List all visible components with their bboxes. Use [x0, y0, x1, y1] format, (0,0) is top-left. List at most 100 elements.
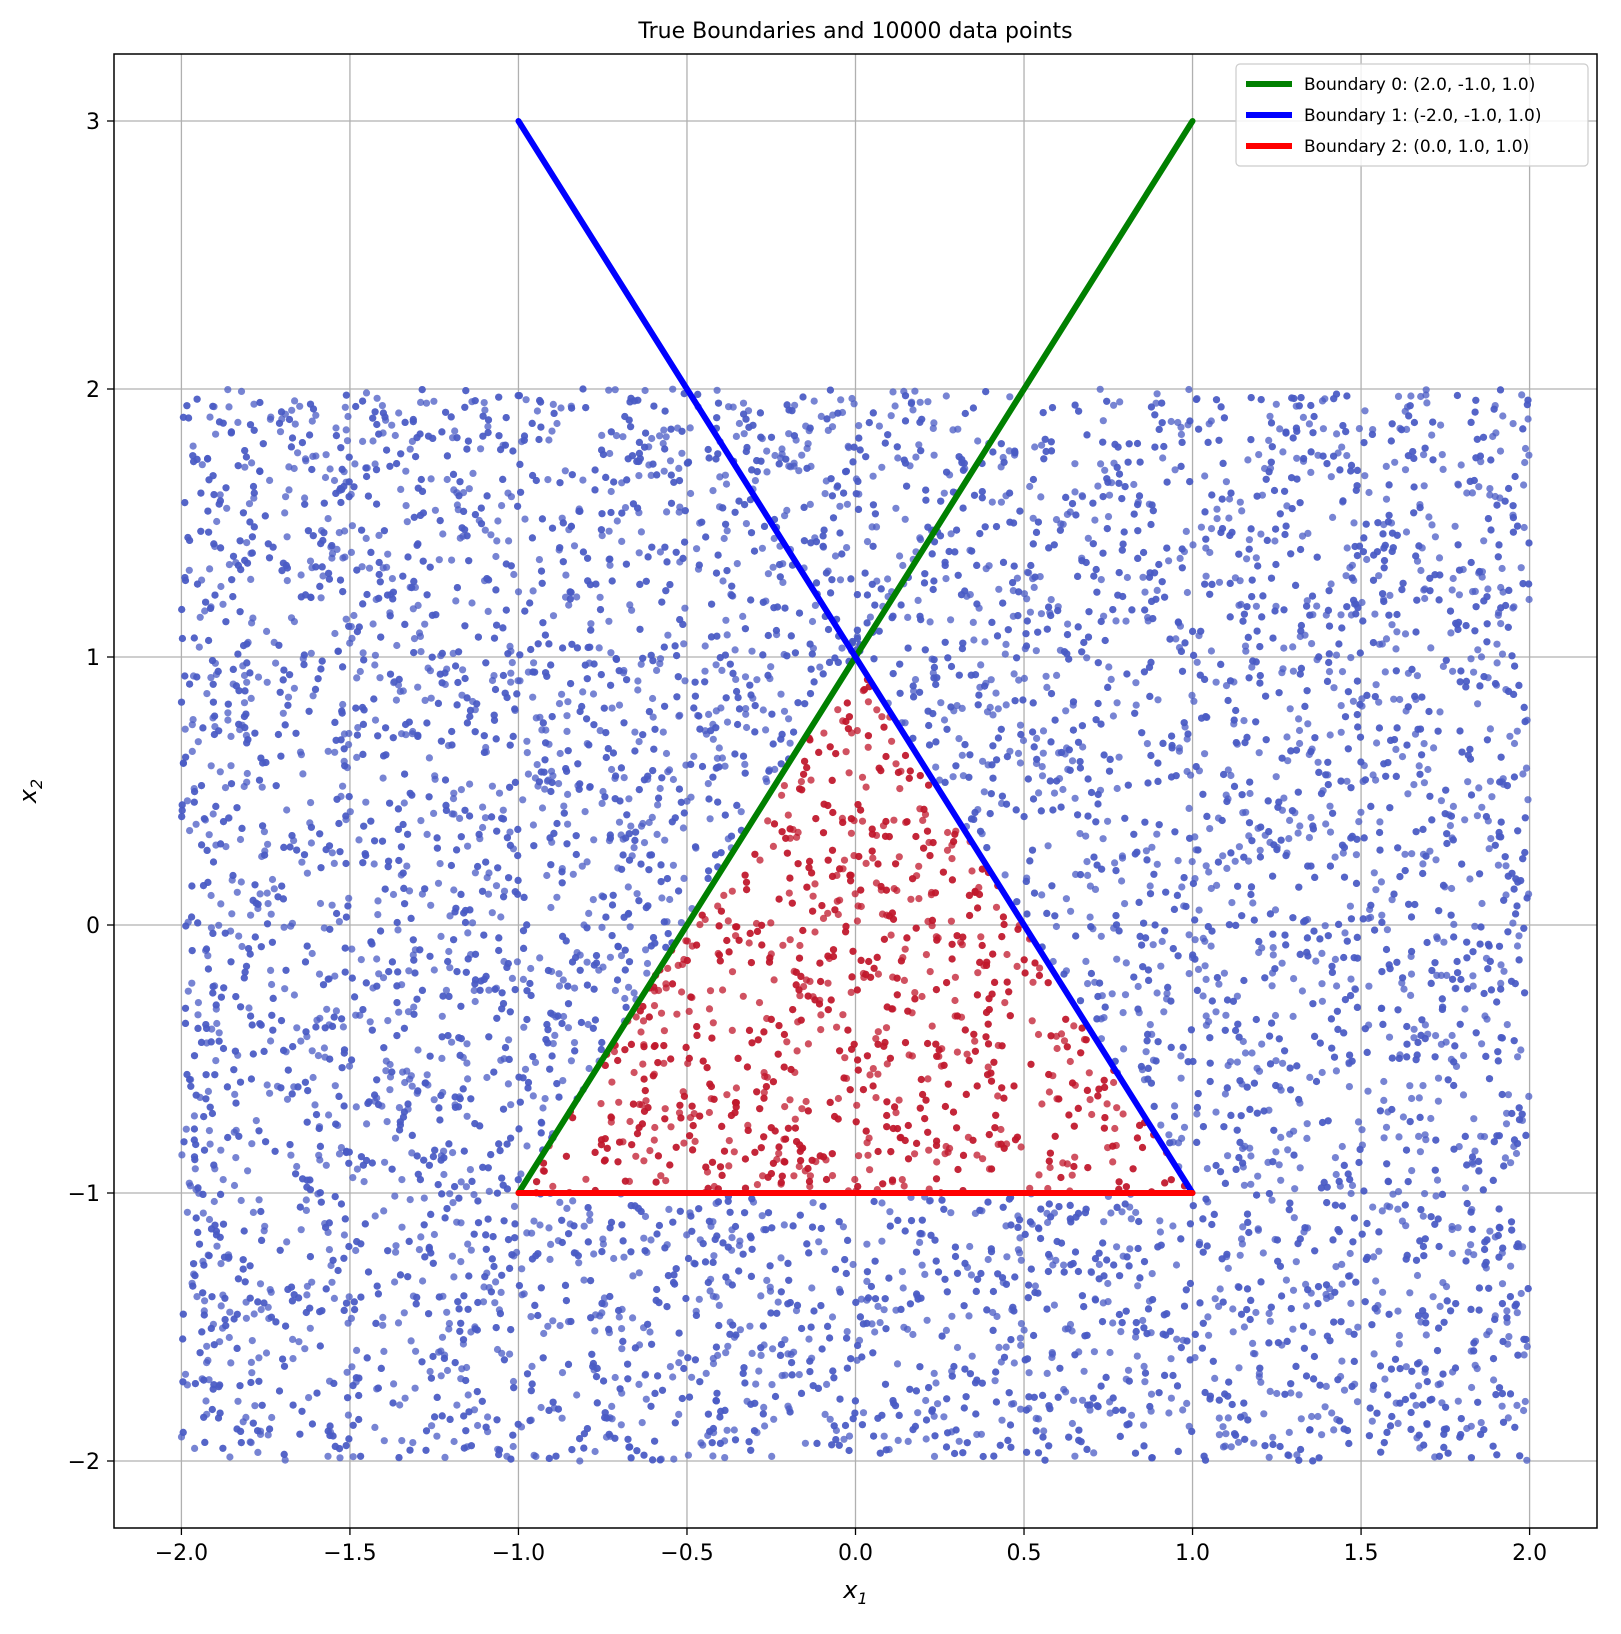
data-point — [845, 1432, 854, 1440]
data-point — [238, 942, 246, 951]
data-point — [264, 1431, 272, 1439]
data-point — [493, 537, 501, 545]
data-point — [974, 437, 982, 445]
data-point — [869, 472, 877, 480]
data-point — [570, 1039, 579, 1047]
data-point — [685, 1007, 693, 1016]
data-point — [660, 467, 668, 475]
data-point — [618, 537, 626, 546]
data-point — [934, 1400, 942, 1408]
data-point — [1036, 964, 1044, 972]
data-point — [1419, 1212, 1427, 1220]
data-point — [343, 437, 352, 445]
data-point — [1142, 847, 1150, 855]
data-point — [656, 548, 665, 556]
data-point — [958, 704, 966, 713]
data-point — [1212, 678, 1220, 686]
data-point — [207, 924, 215, 932]
data-point — [185, 1179, 193, 1187]
data-point — [1216, 1285, 1224, 1293]
data-point — [564, 698, 572, 706]
data-point — [283, 577, 291, 585]
data-point — [365, 564, 374, 572]
data-point — [1437, 797, 1445, 805]
data-point — [1188, 858, 1196, 866]
data-point — [564, 790, 572, 799]
data-point — [847, 829, 856, 837]
data-point — [1434, 1074, 1443, 1082]
data-point — [1306, 1073, 1314, 1081]
data-point — [907, 895, 915, 903]
data-point — [845, 769, 853, 777]
data-point — [244, 1167, 252, 1175]
data-point — [1255, 1373, 1263, 1381]
data-point — [904, 1437, 912, 1445]
data-point — [481, 406, 489, 414]
data-point — [1503, 1307, 1511, 1315]
data-point — [204, 1087, 212, 1095]
data-point — [400, 1309, 408, 1317]
data-point — [1265, 1453, 1273, 1461]
data-point — [662, 1177, 670, 1185]
data-point — [301, 494, 309, 502]
data-point — [1513, 1401, 1521, 1409]
data-point — [423, 1071, 431, 1079]
data-point — [248, 1140, 256, 1148]
data-point — [538, 804, 547, 812]
data-point — [380, 1207, 388, 1215]
data-point — [1395, 1331, 1403, 1340]
data-point — [346, 808, 354, 816]
data-point — [1006, 393, 1014, 401]
data-point — [757, 1351, 765, 1359]
data-point — [873, 706, 881, 714]
data-point — [1341, 929, 1349, 937]
data-point — [219, 1176, 227, 1184]
data-point — [1422, 386, 1430, 394]
data-point — [1165, 1409, 1173, 1417]
data-point — [1473, 812, 1481, 820]
data-point — [1106, 1348, 1114, 1357]
data-point — [1042, 672, 1050, 680]
data-point — [817, 1011, 825, 1019]
data-point — [930, 1369, 938, 1377]
data-point — [662, 433, 670, 441]
data-point — [638, 1419, 646, 1427]
data-point — [1450, 920, 1458, 929]
data-point — [1002, 640, 1010, 649]
data-point — [1372, 886, 1380, 894]
data-point — [1401, 466, 1410, 474]
data-point — [1428, 521, 1436, 529]
data-point — [216, 1338, 224, 1346]
data-point — [1134, 1282, 1142, 1290]
data-point — [1272, 1148, 1280, 1156]
data-point — [1233, 1058, 1241, 1066]
data-point — [1375, 1247, 1383, 1255]
data-points — [177, 385, 1533, 1465]
data-point — [785, 715, 793, 723]
data-point — [1259, 1249, 1267, 1257]
data-point — [758, 544, 767, 552]
data-point — [615, 1313, 623, 1321]
data-point — [518, 1291, 526, 1299]
data-point — [635, 549, 643, 557]
data-point — [843, 1328, 851, 1336]
data-point — [1363, 555, 1371, 564]
data-point — [1322, 820, 1330, 828]
data-point — [1269, 1433, 1277, 1441]
data-point — [926, 618, 934, 626]
data-point — [1115, 753, 1123, 761]
data-point — [1101, 466, 1109, 474]
data-point — [450, 486, 458, 494]
data-point — [865, 1134, 873, 1142]
data-point — [1103, 1100, 1111, 1108]
data-point — [840, 856, 849, 864]
data-point — [285, 486, 293, 494]
data-point — [1378, 911, 1386, 919]
data-point — [1059, 785, 1067, 794]
data-point — [888, 737, 896, 745]
data-point — [254, 1448, 262, 1456]
data-point — [457, 1258, 465, 1266]
data-point — [705, 710, 713, 719]
data-point — [207, 891, 215, 900]
